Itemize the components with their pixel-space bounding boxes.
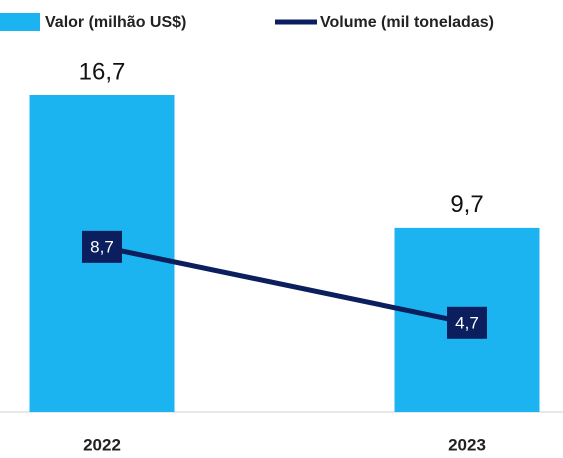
legend-swatch [0,13,40,31]
bar-value-label: 9,7 [450,191,483,218]
legend-label: Valor (milhão US$) [45,14,186,31]
x-tick-label: 2023 [448,435,486,454]
legend-label: Volume (mil toneladas) [320,14,494,31]
point-label-box [447,306,487,339]
point-value-label: 8,7 [90,237,114,256]
point-value-label: 4,7 [455,313,479,332]
bar-value-label: 16,7 [79,58,126,85]
line [101,244,468,326]
point-label-box [82,230,122,263]
x-tick-label: 2022 [83,435,121,454]
